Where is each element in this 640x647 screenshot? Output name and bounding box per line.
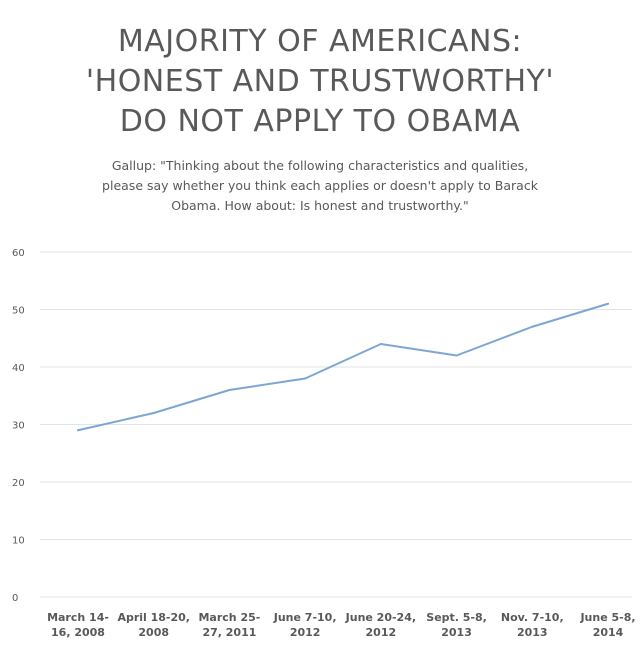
x-tick-label: June 5-8, <box>579 611 635 624</box>
x-tick-label: 27, 2011 <box>202 626 256 639</box>
chart-title-line-1: MAJORITY OF AMERICANS: <box>117 24 523 59</box>
y-tick-label: 0 <box>12 593 18 604</box>
x-tick-label: 2014 <box>593 626 624 639</box>
data-point <box>607 302 609 305</box>
chart-title-line-2: 'HONEST AND TRUSTWORTHY' <box>85 64 555 99</box>
x-tick-label: 2013 <box>441 626 472 639</box>
x-tick-label: June 7-10, <box>273 611 337 624</box>
x-tick-label: Nov. 7-10, <box>501 611 564 624</box>
x-tick-label: March 14- <box>47 611 109 624</box>
chart-subtitle: Gallup: "Thinking about the following ch… <box>0 156 640 216</box>
chart-title: MAJORITY OF AMERICANS: 'HONEST AND TRUST… <box>0 22 640 142</box>
y-axis-ticks: 0 10 20 30 40 50 60 <box>12 248 25 604</box>
y-tick-label: 10 <box>12 536 25 547</box>
data-point <box>152 412 155 414</box>
series-line <box>77 302 609 432</box>
y-tick-label: 20 <box>12 478 25 489</box>
y-tick-label: 50 <box>12 306 25 317</box>
data-point <box>77 429 79 432</box>
chart-title-line-3: DO NOT APPLY TO OBAMA <box>119 104 521 139</box>
series-layer <box>77 302 609 432</box>
chart-subtitle-line-3: Obama. How about: Is honest and trustwor… <box>171 198 469 213</box>
data-point <box>304 377 307 380</box>
data-point <box>531 325 534 328</box>
chart-subtitle-line-1: Gallup: "Thinking about the following ch… <box>111 158 529 173</box>
x-tick-label: April 18-20, <box>117 611 190 624</box>
x-tick-label: 2012 <box>366 626 397 639</box>
x-axis-ticks: March 14- 16, 2008 April 18-20, 2008 March 2… <box>47 611 635 639</box>
x-tick-label: 16, 2008 <box>51 626 105 639</box>
gridlines <box>40 251 632 598</box>
x-tick-label: June 20-24, <box>345 611 416 624</box>
data-point <box>455 354 458 357</box>
y-tick-label: 60 <box>12 248 25 259</box>
y-tick-label: 40 <box>12 363 25 374</box>
x-tick-label: March 25- <box>198 611 260 624</box>
y-tick-label: 30 <box>12 421 25 432</box>
data-point <box>228 389 231 391</box>
x-tick-label: 2013 <box>517 626 548 639</box>
x-tick-label: Sept. 5-8, <box>426 611 487 624</box>
x-tick-label: 2012 <box>290 626 321 639</box>
chart-subtitle-line-2: please say whether you think each applie… <box>102 178 538 193</box>
x-tick-label: 2008 <box>138 626 169 639</box>
data-point <box>379 343 382 345</box>
